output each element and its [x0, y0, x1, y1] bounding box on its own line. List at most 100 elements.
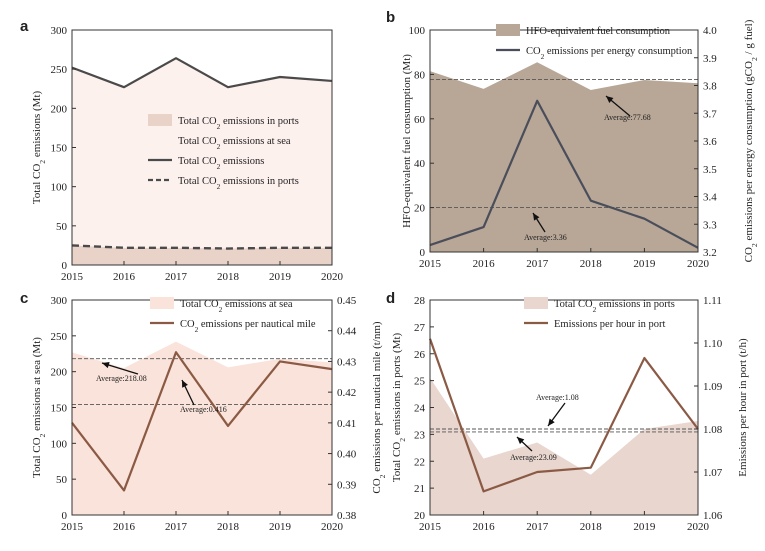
y2-axis-label: Emissions per hour in port (t/h): [737, 338, 749, 477]
legend-label-1: Total CO2 emissions at sea: [178, 136, 291, 151]
y-tick-label: 200: [51, 103, 68, 115]
y-tick-label: 80: [414, 69, 426, 81]
y2-tick-label: 0.40: [337, 449, 357, 461]
y2-tick-label: 0.42: [337, 387, 356, 399]
y2-tick-label: 3.3: [703, 219, 717, 231]
x-tick-label: 2015: [419, 521, 442, 533]
area-series-0: [430, 62, 698, 252]
y2-tick-label: 0.39: [337, 479, 357, 491]
x-tick-label: 2020: [687, 258, 710, 270]
x-tick-label: 2019: [269, 271, 292, 283]
legend-swatch-0: [150, 297, 174, 309]
y-tick-label: 20: [414, 510, 426, 522]
annotation-arrowhead-0: [548, 418, 555, 426]
x-tick-label: 2015: [419, 258, 442, 270]
y-tick-label: 24: [414, 403, 426, 415]
legend-label-1: CO2 emissions per energy consumption: [526, 46, 693, 61]
y2-tick-label: 1.06: [703, 510, 723, 522]
area-series-0: [72, 341, 332, 515]
y2-tick-label: 0.38: [337, 510, 357, 522]
legend-label-3: Total CO2 emissions in ports: [178, 176, 299, 191]
chart-panel-b: b 2015 2016 2017 2018 2019 2020 0 20 40 60 80 100 3.2…: [386, 9, 759, 270]
y-tick-label: 23: [414, 429, 426, 441]
x-tick-label: 2020: [687, 521, 710, 533]
legend-swatch-0: [148, 114, 172, 126]
y-tick-label: 150: [51, 403, 68, 415]
y-tick-label: 300: [51, 25, 68, 37]
x-tick-label: 2019: [633, 521, 656, 533]
y-tick-label: 21: [414, 483, 425, 495]
x-tick-label: 2017: [526, 258, 549, 270]
area-series-0: [430, 377, 698, 515]
y-tick-label: 100: [409, 25, 426, 37]
y-axis-label: Total CO2 emissions (Mt): [31, 90, 47, 204]
legend-label-0: Total CO2 emissions in ports: [554, 299, 675, 314]
y2-tick-label: 3.7: [703, 108, 717, 120]
y2-tick-label: 3.2: [703, 247, 717, 259]
line-series-1: [71, 351, 333, 492]
y-tick-label: 0: [420, 247, 426, 259]
legend-label-0: HFO-equivalent fuel consumption: [526, 26, 671, 37]
y2-tick-label: 0.44: [337, 326, 357, 338]
x-tick-label: 2019: [269, 521, 292, 533]
y-tick-label: 22: [414, 456, 425, 468]
x-tick-label: 2017: [526, 521, 549, 533]
x-tick-label: 2017: [165, 271, 188, 283]
x-tick-label: 2020: [321, 271, 344, 283]
y-tick-label: 0: [62, 260, 68, 272]
legend-swatch-0: [496, 24, 520, 36]
y2-tick-label: 3.4: [703, 192, 717, 204]
legend-swatch-1: [148, 134, 172, 146]
y-tick-label: 250: [51, 331, 68, 343]
y2-tick-label: 0.41: [337, 418, 356, 430]
area-series-1: [72, 58, 332, 249]
x-tick-label: 2020: [321, 521, 344, 533]
legend-label-1: CO2 emissions per nautical mile: [180, 319, 316, 334]
legend-label-1: Emissions per hour in port: [554, 319, 665, 330]
y-axis-label: Total CO2 emissions in ports (Mt): [391, 332, 407, 482]
x-tick-label: 2018: [580, 258, 603, 270]
annotation-label-0: Average:218.08: [96, 374, 147, 383]
x-tick-label: 2018: [580, 521, 603, 533]
y2-tick-label: 3.5: [703, 164, 717, 176]
chart-panel-c: c 2015 2016 2017 2018 2019 2020 0 50 100 150 200 250…: [20, 290, 387, 533]
y2-tick-label: 1.10: [703, 338, 723, 350]
x-tick-label: 2016: [113, 521, 136, 533]
x-tick-label: 2017: [165, 521, 188, 533]
line-series-1: [429, 99, 699, 249]
y-tick-label: 40: [414, 158, 426, 170]
line-series-2: [71, 57, 333, 89]
x-tick-label: 2016: [473, 258, 496, 270]
y-axis-label: Total CO2 emissions at sea (Mt): [31, 337, 47, 478]
panel-letter: d: [386, 290, 395, 307]
annotation-label-0: Average:77.68: [604, 113, 651, 122]
x-tick-label: 2016: [473, 521, 496, 533]
y-tick-label: 26: [414, 349, 426, 361]
x-tick-label: 2018: [217, 271, 240, 283]
y2-tick-label: 1.08: [703, 424, 723, 436]
y-tick-label: 200: [51, 367, 68, 379]
annotation-arrowhead-0: [102, 361, 110, 369]
annotation-arrowhead-0: [606, 96, 614, 103]
legend-swatch-0: [524, 297, 548, 309]
y-tick-label: 100: [51, 182, 68, 194]
x-tick-label: 2015: [61, 271, 84, 283]
legend-label-0: Total CO2 emissions at sea: [180, 299, 293, 314]
x-tick-label: 2016: [113, 271, 136, 283]
y-axis-label: HFO-equivalent fuel consumption (Mt): [401, 54, 413, 228]
annotation-label-1: Average:0.416: [180, 405, 227, 414]
annotation-arrowhead-1: [517, 437, 525, 445]
panel-letter: a: [20, 18, 29, 35]
y-tick-label: 50: [56, 474, 68, 486]
y2-tick-label: 3.9: [703, 53, 717, 65]
legend-label-2: Total CO2 emissions: [178, 156, 264, 171]
y-tick-label: 0: [62, 510, 68, 522]
y-tick-label: 250: [51, 64, 68, 76]
x-tick-label: 2019: [633, 258, 656, 270]
y2-axis-label: CO2 emissions per nautical mile (t/nm): [371, 321, 387, 494]
annotation-arrowhead-1: [533, 213, 540, 221]
legend-label-0: Total CO2 emissions in ports: [178, 116, 299, 131]
y2-tick-label: 4.0: [703, 25, 717, 37]
